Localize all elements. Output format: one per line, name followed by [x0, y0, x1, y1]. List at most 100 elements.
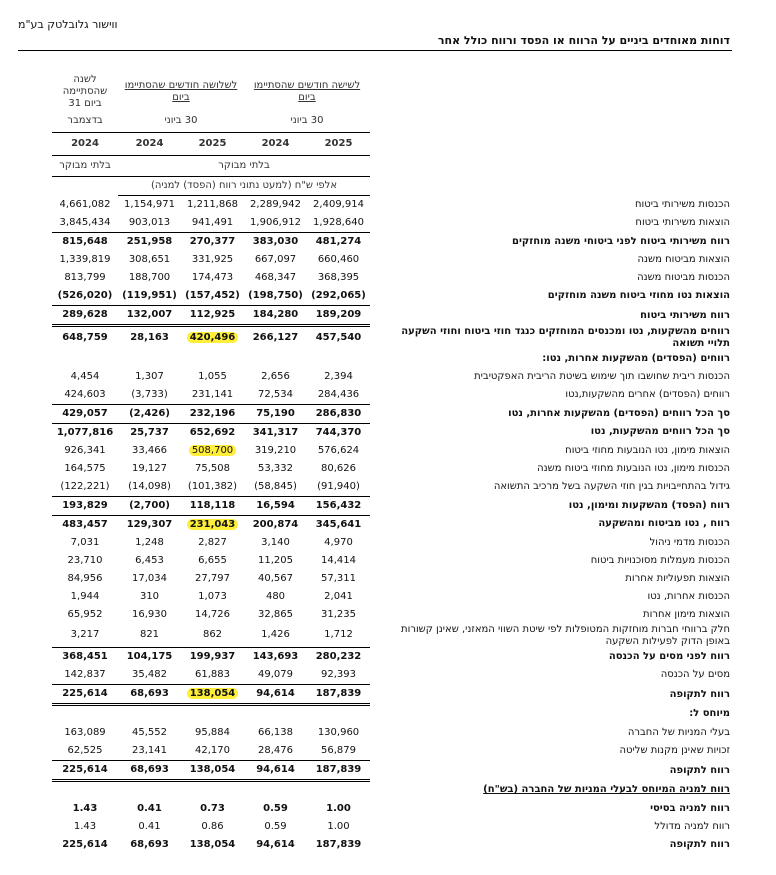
value-cell: 1,248 [118, 534, 181, 552]
value: 744,370 [315, 426, 362, 438]
value: 68,693 [130, 764, 169, 775]
value-cell: 284,436 [307, 386, 370, 405]
value-cell [307, 350, 370, 368]
value-cell: 11,205 [244, 552, 307, 570]
value: 508,700 [188, 444, 237, 456]
value: 266,127 [252, 332, 299, 344]
report-title: דוחות מאוחדים ביניים על הרווח או הפסד ור… [437, 34, 730, 47]
spacer [370, 404, 386, 423]
value-cell: 94,614 [244, 836, 307, 854]
row-label: רווח למניה המיוחס לבעלי המניות של החברה … [483, 784, 730, 796]
row-label: הכנסות מביטוח משנה [637, 272, 730, 283]
value: 27,797 [195, 572, 230, 584]
value-cell: 231,141 [181, 386, 244, 405]
value: 94,614 [256, 764, 295, 775]
value-cell: 49,079 [244, 666, 307, 685]
value-cell: 3,217 [52, 624, 118, 648]
value-cell: 57,311 [307, 570, 370, 588]
audit-status: בלתי מבוקר [118, 155, 370, 177]
value-cell: (14,098) [118, 478, 181, 497]
spacer [370, 196, 386, 215]
value: (526,020) [57, 290, 113, 301]
value: 35,482 [132, 669, 167, 680]
value-cell [118, 705, 181, 725]
value-cell: 40,567 [244, 570, 307, 588]
row-label: רווח לתקופה [669, 839, 730, 850]
value-cell: 75,508 [181, 460, 244, 478]
spacer [370, 742, 386, 761]
value: 0.59 [264, 821, 287, 832]
value-cell: 130,960 [307, 724, 370, 742]
value-cell: 1,944 [52, 588, 118, 606]
spacer [370, 705, 386, 725]
spacer [386, 177, 734, 196]
spacer [370, 306, 386, 326]
value: 420,496 [186, 332, 239, 344]
row-label: גידול בהתחייבויות בגין חוזי השקעה בשל מר… [493, 480, 730, 492]
table-row: מיוחס ל: [52, 705, 734, 725]
value: (292,065) [311, 290, 366, 301]
date-header: 30 ביוני [244, 110, 370, 133]
value: 14,414 [321, 554, 356, 566]
value-cell: 481,274 [307, 232, 370, 251]
spacer [386, 156, 734, 177]
row-label: רווח (הפסד) מהשקעות ומימון, נטו [568, 499, 730, 511]
spacer [370, 496, 386, 515]
value-cell: 652,692 [181, 422, 244, 442]
value-cell: 84,956 [52, 570, 118, 588]
value-cell: 1.00 [307, 818, 370, 836]
value: (157,452) [185, 290, 240, 301]
value: 0.86 [201, 821, 224, 832]
value-cell: 68,693 [118, 836, 181, 854]
value-cell: 225,614 [52, 684, 118, 706]
value-cell: 862 [181, 624, 244, 648]
value: (198,750) [248, 290, 303, 301]
row-label: רווח למניה בסיסי [650, 803, 730, 814]
value-cell: (198,750) [244, 287, 307, 306]
value: 232,196 [189, 407, 236, 419]
units: אלפי ש"ח (למעט נתוני רווח (הפסד) למניה) [118, 176, 370, 196]
value-cell: 156,432 [307, 495, 370, 515]
value: 68,693 [130, 839, 169, 850]
value: 480 [265, 590, 286, 602]
value-cell: 2,409,914 [307, 196, 370, 215]
value: 341,317 [252, 426, 299, 438]
table-row: הכנסות מעמלות מסוכנויות ביטוח 14,414 11,20… [52, 552, 734, 570]
table-row: הכנסות מימון, נטו הנובעות מחוזי ביטוח מש… [52, 460, 734, 478]
value: 457,540 [315, 332, 362, 344]
value-cell: 815,648 [52, 232, 118, 251]
value: 7,031 [70, 536, 100, 548]
value-cell [52, 350, 118, 368]
value: 813,799 [64, 272, 106, 283]
row-label: הכנסות ריבית שחושבו תוך שימוש בשיטת הריב… [474, 370, 730, 382]
value: 104,175 [126, 651, 173, 662]
row-label: רווח לפני מסים על הכנסה [608, 650, 730, 662]
value-cell: 6,453 [118, 552, 181, 570]
value: 429,057 [62, 407, 108, 419]
value: 368,451 [62, 651, 108, 662]
value-cell: 286,830 [307, 403, 370, 423]
value-cell: 2,656 [244, 368, 307, 386]
date-header: 30 ביוני [118, 110, 244, 133]
table-row: רווח למניה מדולל 1.00 0.59 0.86 0.41 1.43 [52, 818, 734, 836]
row-label: רווחים (הפסדים) אחרים מהשקעות,נטו [565, 388, 730, 400]
value-cell: 1.43 [52, 818, 118, 836]
spacer [370, 156, 386, 177]
value-cell: 16,594 [244, 495, 307, 515]
value: 75,508 [195, 462, 230, 474]
value-cell: 280,232 [307, 647, 370, 666]
row-label: זכויות שאינן מקנות שליטה [619, 745, 731, 757]
value-cell: 163,089 [52, 724, 118, 742]
value: 72,534 [258, 388, 293, 400]
table-row: הוצאות משירותי ביטוח 1,928,640 1,906,912 94… [52, 214, 734, 233]
value-cell: 164,575 [52, 460, 118, 478]
spacer [370, 233, 386, 252]
spacer [370, 606, 386, 624]
value: 2,409,914 [313, 199, 364, 210]
row-label: הוצאות תפעוליות אחרות [625, 572, 730, 584]
value-cell: 0.59 [244, 800, 307, 818]
value: 1,928,640 [313, 217, 364, 228]
header-row: 30 ביוני 30 ביוני בדצמבר [52, 110, 734, 133]
table-row: הוצאות מימון אחרות 31,235 32,865 14,726 16,9… [52, 606, 734, 624]
value: 926,341 [64, 444, 106, 456]
